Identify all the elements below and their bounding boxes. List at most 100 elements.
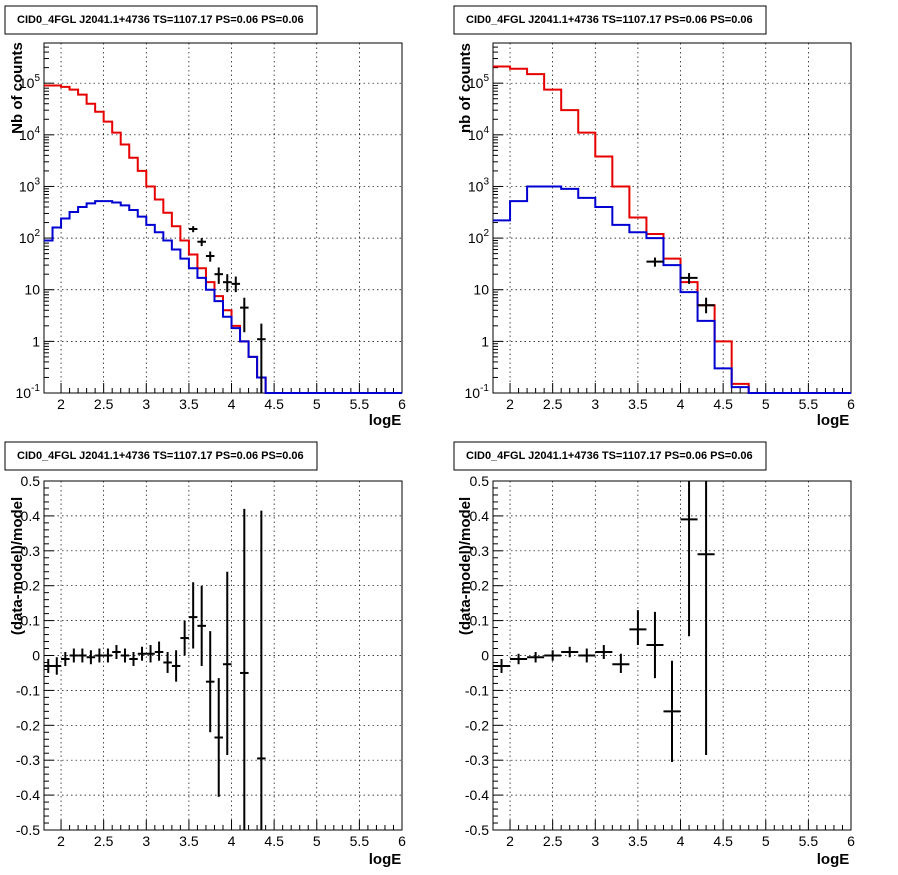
y-tick-label: 102 <box>19 228 41 246</box>
y-axis-title: nb of counts <box>457 43 474 133</box>
y-tick-label: 0.2 <box>21 578 41 594</box>
series-blue-histogram <box>44 200 402 394</box>
data-point <box>680 481 698 637</box>
title-frame <box>4 441 318 471</box>
data-point <box>197 585 206 666</box>
y-tick-label: -0.2 <box>16 717 40 733</box>
ticks <box>493 480 852 831</box>
chart-title-box: CID0_4FGL J2041.1+4736 TS=1107.17 PS=0.0… <box>4 5 318 35</box>
y-tick-label: -0.4 <box>16 787 40 803</box>
data-point <box>493 658 511 673</box>
x-tick-label: 4 <box>677 833 685 849</box>
data-point <box>561 646 579 658</box>
data-point <box>154 641 164 661</box>
data-point <box>223 571 232 755</box>
chart-title: CID0_4FGL J2041.1+4736 TS=1107.17 PS=0.0… <box>17 450 304 462</box>
x-axis-title: logE <box>369 412 402 429</box>
series-red-histogram <box>44 84 402 394</box>
data-point <box>188 582 198 649</box>
y-tick-label: 0.5 <box>21 473 41 489</box>
series-blue-histogram <box>493 185 851 394</box>
x-tick-label: 2.5 <box>543 396 563 412</box>
x-tick-label: 3 <box>591 396 599 412</box>
x-tick-label: 4 <box>228 396 236 412</box>
data-point <box>129 652 138 666</box>
y-tick-label: 1 <box>481 333 489 349</box>
y-tick-label: -0.1 <box>16 682 40 698</box>
y-tick-label: 10-1 <box>465 383 490 401</box>
x-tick-label: 6 <box>398 396 406 412</box>
y-tick-label: 0.3 <box>470 543 490 559</box>
data-point <box>646 257 664 267</box>
data-point <box>44 658 53 673</box>
x-tick-label: 4.5 <box>713 396 733 412</box>
y-tick-label: 10 <box>473 282 489 298</box>
y-tick-label: -0.5 <box>465 822 489 838</box>
data-point <box>86 650 96 665</box>
data-point <box>214 267 223 284</box>
ticks <box>493 46 852 394</box>
data-point <box>578 648 596 663</box>
data-points <box>188 226 266 393</box>
chart-title: CID0_4FGL J2041.1+4736 TS=1107.17 PS=0.0… <box>466 14 753 26</box>
ticks <box>44 46 403 394</box>
x-tick-label: 4 <box>677 396 685 412</box>
x-tick-label: 2.5 <box>94 396 114 412</box>
y-tick-label: 0.3 <box>21 543 41 559</box>
x-tick-label: 5.5 <box>799 396 819 412</box>
x-tick-label: 4.5 <box>264 396 284 412</box>
data-point <box>61 652 70 666</box>
x-tick-label: 3.5 <box>628 833 648 849</box>
chart-panel-1: CID0_4FGL J2041.1+4736 TS=1107.17 PS=0.0… <box>4 5 406 429</box>
data-point <box>697 481 715 755</box>
y-tick-label: 1 <box>32 333 40 349</box>
data-point <box>78 648 87 663</box>
x-tick-label: 4.5 <box>713 833 733 849</box>
data-point <box>188 226 198 233</box>
data-point <box>240 297 249 333</box>
chart-panel-3: CID0_4FGL J2041.1+4736 TS=1107.17 PS=0.0… <box>4 441 406 868</box>
y-tick-label: 0.4 <box>21 508 41 524</box>
data-point <box>205 251 215 262</box>
data-points <box>44 508 266 830</box>
data-point <box>257 510 266 830</box>
data-point <box>69 648 79 663</box>
x-axis-title: logE <box>817 412 850 429</box>
x-tick-label: 6 <box>398 833 406 849</box>
data-point <box>223 274 232 293</box>
data-point <box>510 653 528 665</box>
y-tick-label: -0.5 <box>16 822 40 838</box>
data-point <box>231 276 241 293</box>
title-frame <box>453 5 767 35</box>
series-red-histogram <box>493 65 851 394</box>
data-point <box>646 611 664 679</box>
data-point <box>205 631 215 733</box>
y-tick-label: -0.4 <box>465 787 489 803</box>
x-tick-label: 3 <box>142 833 150 849</box>
data-point <box>137 646 147 661</box>
y-tick-label: 103 <box>468 176 490 194</box>
data-point <box>240 508 249 830</box>
y-tick-label: -0.1 <box>465 682 489 698</box>
data-point <box>214 678 223 797</box>
data-point <box>595 645 613 659</box>
y-tick-label: 103 <box>19 176 41 194</box>
x-tick-label: 2 <box>57 396 65 412</box>
chart-title-box: CID0_4FGL J2041.1+4736 TS=1107.17 PS=0.0… <box>453 441 767 471</box>
data-point <box>95 648 104 663</box>
x-tick-label: 3 <box>142 396 150 412</box>
x-tick-label: 5.5 <box>799 833 819 849</box>
ticks <box>44 480 403 831</box>
data-point <box>103 648 113 663</box>
data-point <box>197 238 206 247</box>
data-point <box>163 652 172 673</box>
x-axis-title: logE <box>817 851 850 868</box>
x-tick-label: 2 <box>506 396 514 412</box>
data-point <box>171 650 181 682</box>
y-tick-label: 0 <box>481 648 489 664</box>
data-point <box>629 610 647 646</box>
data-point <box>697 297 715 314</box>
x-tick-label: 5.5 <box>350 833 370 849</box>
y-tick-label: 0.1 <box>470 613 490 629</box>
y-tick-label: 102 <box>468 228 490 246</box>
